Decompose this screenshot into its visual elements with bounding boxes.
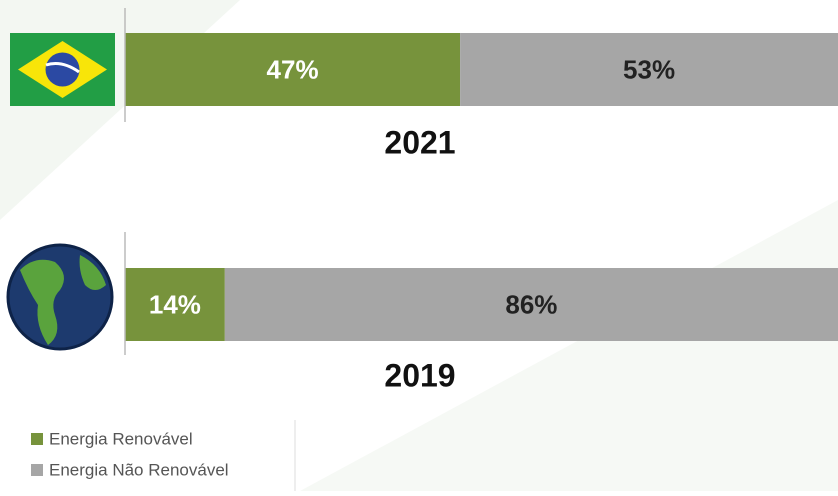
brazil-flag — [10, 33, 115, 106]
legend-label: Energia Não Renovável — [49, 460, 229, 479]
legend-swatch — [31, 464, 43, 476]
data-label: 53% — [623, 54, 675, 84]
legend: Energia Renovável Energia Não Renovável — [31, 420, 296, 491]
data-label: 47% — [267, 54, 319, 84]
bar-segment — [460, 33, 838, 106]
background-shape — [300, 200, 838, 491]
bar-segment — [125, 268, 225, 341]
bar-segment — [224, 268, 838, 341]
data-label: 86% — [505, 289, 557, 319]
legend-swatch — [31, 433, 43, 445]
globe-icon — [6, 243, 114, 351]
bar-segment — [125, 33, 461, 106]
chart-title: 2019 — [384, 357, 455, 393]
data-label: 14% — [149, 289, 201, 319]
legend-label: Energia Renovável — [49, 429, 193, 448]
chart-title: 2021 — [384, 124, 455, 160]
